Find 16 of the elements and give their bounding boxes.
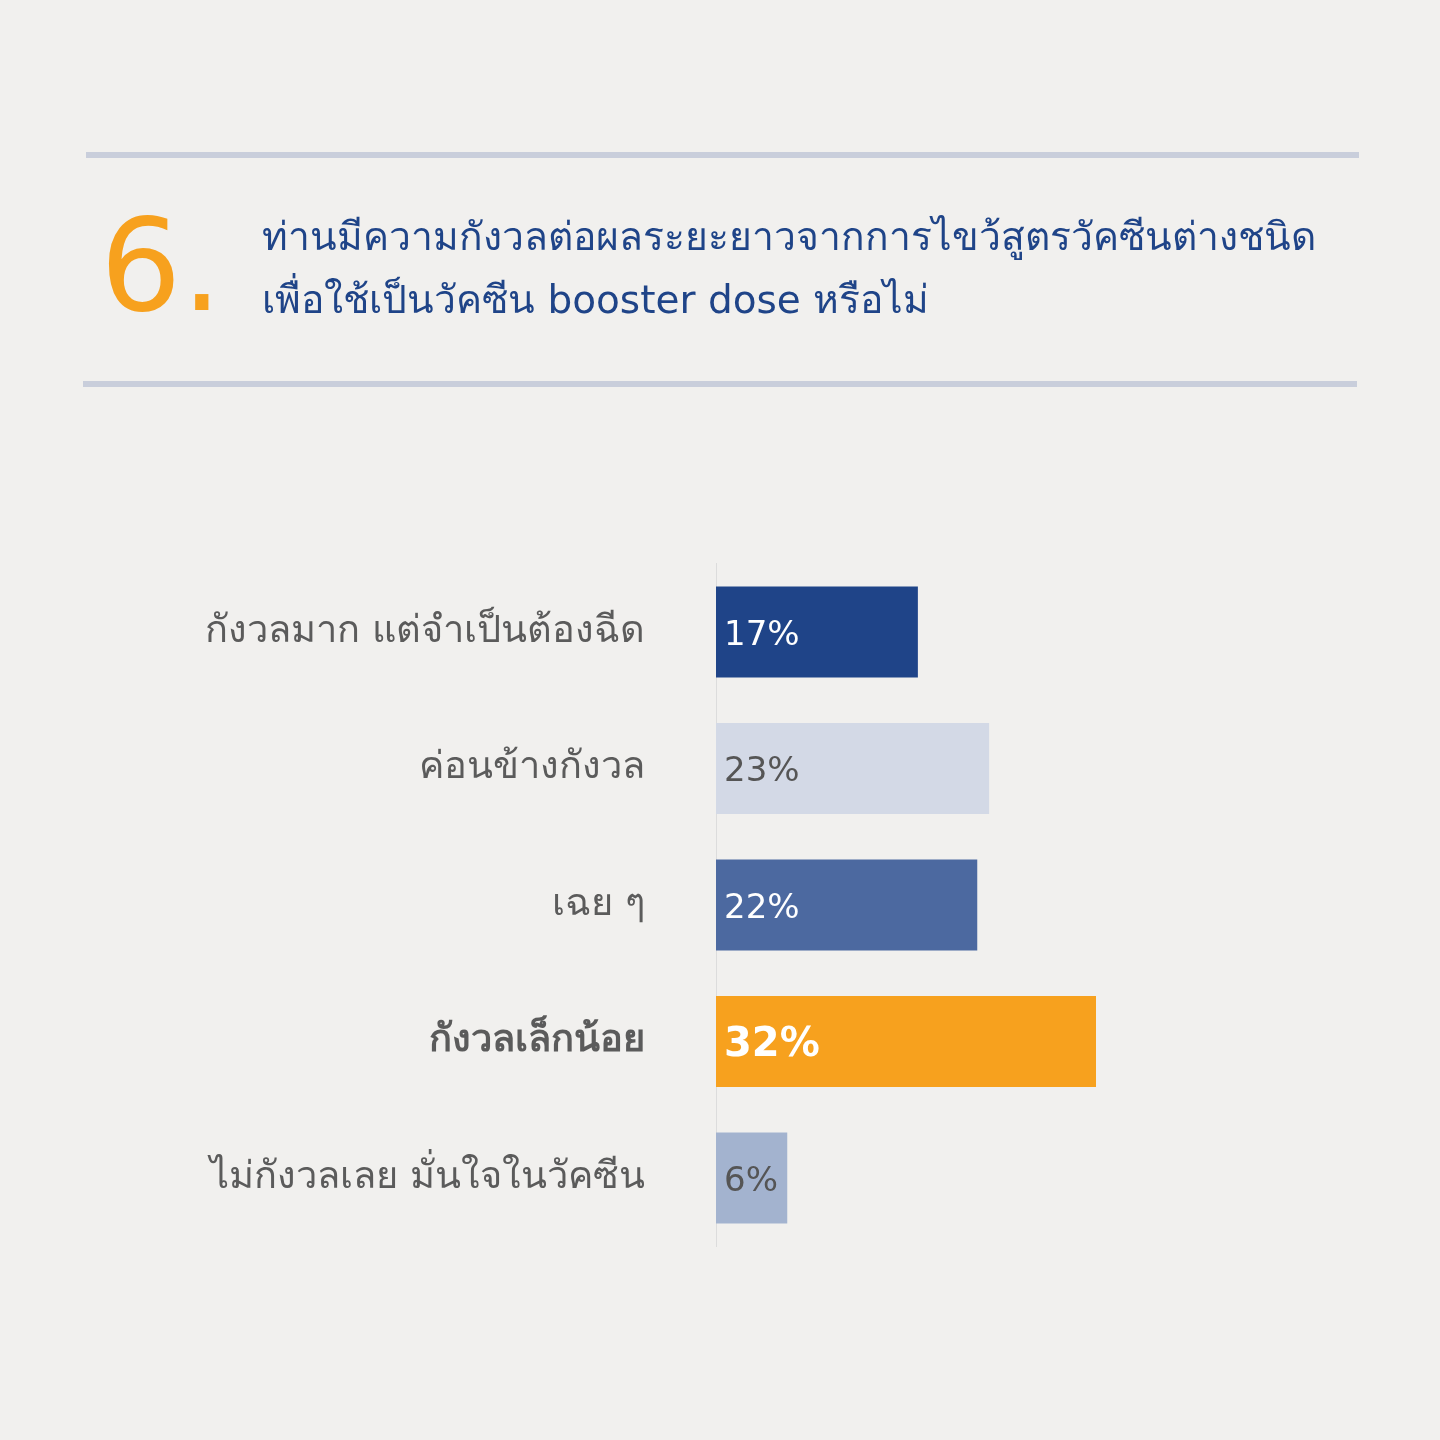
y-tick-label: ไม่กังวลเลย มั่นใจในวัคซีน xyxy=(206,1148,645,1197)
chart-subtitle: ท่านมีความกังวลต่อผลระยะยาวจากการไขว้สูตรวัคซีนต่างชนิด เพื่อใช้เป็นวัคซีน booster dose หรือไม่ xyxy=(262,213,1317,324)
data-label: 6% xyxy=(724,1158,778,1199)
bar xyxy=(716,1132,788,1224)
y-tick-label: กังวลเล็กน้อย xyxy=(429,1015,645,1061)
y-tick-label: เฉย ๆ xyxy=(551,879,645,924)
bar xyxy=(716,586,918,678)
data-label: 17% xyxy=(724,612,800,653)
y-tick-label: ค่อนข้างกังวล xyxy=(419,743,645,788)
y-tick-label: กังวลมาก แต่จำเป็นต้องฉีด xyxy=(204,605,645,651)
data-label: 32% xyxy=(724,1018,820,1065)
data-label: 22% xyxy=(724,885,800,926)
bar xyxy=(716,995,1096,1087)
bar xyxy=(716,859,978,951)
chart-title: 6. xyxy=(100,191,223,340)
data-label: 23% xyxy=(724,749,800,790)
